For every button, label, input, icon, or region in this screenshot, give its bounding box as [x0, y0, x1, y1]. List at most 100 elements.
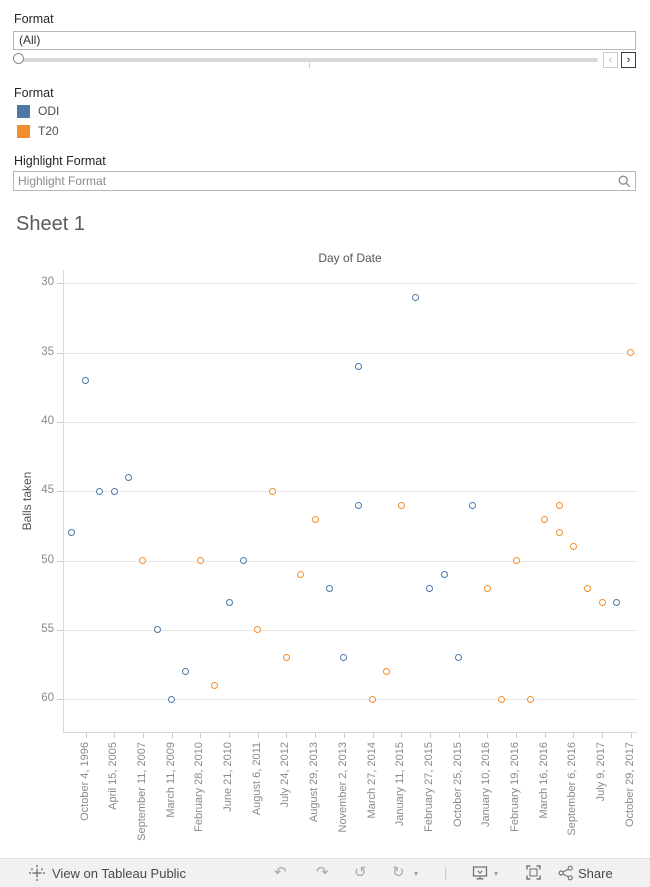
data-point-t20[interactable] [268, 487, 276, 495]
y-tick-label: 40 [41, 414, 54, 427]
x-axis-tick [429, 733, 431, 738]
x-axis-tick [257, 733, 259, 738]
data-point-t20[interactable] [627, 349, 635, 357]
y-axis-tick [57, 699, 63, 701]
data-point-odi[interactable] [239, 557, 247, 565]
y-axis-tick [57, 560, 63, 562]
reset-icon[interactable]: ↺ [354, 864, 367, 881]
slider-next-button[interactable]: › [621, 52, 636, 68]
data-point-odi[interactable] [440, 571, 448, 578]
data-point-t20[interactable] [397, 501, 405, 509]
highlight-search-input[interactable] [18, 173, 613, 189]
y-axis-tick [57, 283, 63, 285]
slider-track[interactable] [16, 58, 598, 62]
data-point-t20[interactable] [555, 529, 563, 537]
data-point-odi[interactable] [412, 293, 420, 301]
data-point-odi[interactable] [182, 668, 190, 676]
fullscreen-icon[interactable] [526, 865, 541, 880]
x-tick-label: February 27, 2015 [422, 742, 435, 832]
data-point-odi[interactable] [67, 529, 75, 537]
y-tick-label: 45 [41, 484, 54, 497]
x-tick-label: February 19, 2016 [509, 742, 522, 832]
search-icon[interactable] [617, 174, 632, 189]
data-point-odi[interactable] [469, 501, 477, 509]
y-tick-label: 60 [41, 692, 54, 705]
data-point-t20[interactable] [311, 515, 319, 523]
data-point-t20[interactable] [196, 557, 204, 565]
data-point-t20[interactable] [569, 543, 577, 551]
share-icon[interactable] [558, 865, 574, 881]
data-point-t20[interactable] [555, 501, 563, 509]
data-point-odi[interactable] [354, 501, 362, 509]
data-point-odi[interactable] [612, 598, 620, 606]
refresh-icon[interactable]: ↻ [392, 864, 405, 881]
data-point-odi[interactable] [153, 626, 161, 634]
x-tick-label: June 21, 2010 [222, 742, 235, 812]
x-axis-tick [286, 733, 288, 738]
tableau-logo-icon[interactable] [29, 865, 45, 881]
slider-handle[interactable] [13, 53, 24, 64]
x-tick-label: September 6, 2016 [566, 742, 579, 836]
y-axis-tick [57, 352, 63, 354]
data-point-t20[interactable] [541, 515, 549, 523]
x-axis-tick [573, 733, 575, 738]
format-filter-dropdown[interactable]: (All) [13, 31, 636, 50]
data-point-t20[interactable] [383, 668, 391, 676]
data-point-odi[interactable] [225, 598, 233, 606]
download-caret-icon[interactable]: ▾ [494, 869, 499, 878]
data-point-odi[interactable] [354, 363, 362, 370]
gridline [64, 560, 638, 562]
data-point-odi[interactable] [168, 695, 176, 703]
y-axis-tick [57, 491, 63, 493]
data-point-odi[interactable] [455, 654, 463, 662]
data-point-t20[interactable] [512, 557, 520, 565]
x-axis-tick [630, 733, 632, 738]
data-point-t20[interactable] [139, 557, 147, 565]
data-point-odi[interactable] [340, 654, 348, 662]
gridline [64, 491, 638, 493]
highlight-filter-label: Highlight Format [14, 154, 106, 168]
y-tick-label: 50 [41, 553, 54, 566]
x-tick-label: March 16, 2016 [537, 742, 550, 819]
data-point-odi[interactable] [110, 487, 118, 495]
data-point-odi[interactable] [96, 487, 104, 495]
data-point-t20[interactable] [483, 584, 491, 592]
data-point-t20[interactable] [584, 584, 592, 592]
data-point-t20[interactable] [369, 695, 377, 703]
data-point-t20[interactable] [526, 695, 534, 703]
x-axis-tick [171, 733, 173, 738]
data-point-odi[interactable] [325, 584, 333, 592]
undo-icon[interactable]: ↶ [274, 864, 287, 881]
redo-icon[interactable]: ↷ [316, 864, 329, 881]
legend-label: ODI [38, 104, 60, 118]
x-tick-label: March 27, 2014 [365, 742, 378, 819]
toolbar-separator: | [444, 865, 448, 880]
filter-slider: ‹ › [0, 52, 650, 70]
data-point-t20[interactable] [211, 681, 219, 689]
y-tick-label: 35 [41, 345, 54, 358]
x-tick-label: October 25, 2015 [451, 742, 464, 828]
data-point-t20[interactable] [297, 571, 305, 578]
slider-mid-tick [309, 63, 310, 68]
x-tick-label: October 4, 1996 [78, 742, 91, 821]
x-axis-tick [487, 733, 489, 738]
slider-prev-button[interactable]: ‹ [603, 52, 618, 68]
data-point-t20[interactable] [598, 598, 606, 606]
x-tick-label: April 15, 2005 [107, 742, 120, 810]
gridline [64, 421, 638, 423]
data-point-t20[interactable] [498, 695, 506, 703]
x-axis-tick [544, 733, 546, 738]
view-on-tableau-public-link[interactable]: View on Tableau Public [52, 866, 186, 881]
y-tick-label: 55 [41, 622, 54, 635]
data-point-odi[interactable] [82, 376, 90, 384]
x-axis-tick [315, 733, 317, 738]
data-point-odi[interactable] [426, 584, 434, 592]
download-icon[interactable] [472, 865, 488, 881]
refresh-caret-icon[interactable]: ▾ [414, 869, 419, 878]
data-point-t20[interactable] [282, 654, 290, 662]
share-button[interactable]: Share [578, 866, 613, 881]
y-tick-label: 30 [41, 276, 54, 289]
data-point-t20[interactable] [254, 626, 262, 634]
data-point-odi[interactable] [125, 473, 133, 481]
highlight-search-box [13, 171, 636, 191]
